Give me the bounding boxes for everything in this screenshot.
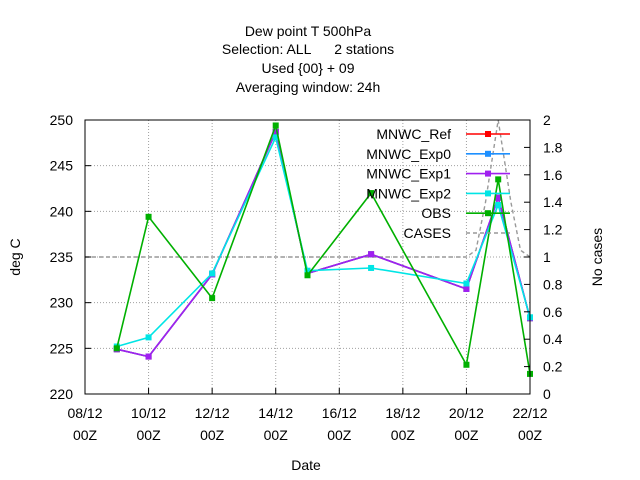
x-tick-label-date: 16/12 <box>322 405 357 421</box>
series-point <box>304 272 311 279</box>
y-tick-label: 225 <box>50 340 74 356</box>
y-tick-label: 230 <box>50 295 74 311</box>
y-axis-label: deg C <box>7 238 23 275</box>
y-tick-label: 245 <box>50 158 74 174</box>
y-tick-label: 240 <box>50 203 74 219</box>
legend-label: MNWC_Ref <box>376 126 451 142</box>
x-tick-label-time: 00Z <box>264 427 289 443</box>
y2-tick-label: 0.8 <box>543 276 563 292</box>
legend-swatch-marker <box>485 210 491 217</box>
series-point <box>368 264 375 271</box>
x-tick-label-date: 20/12 <box>449 405 484 421</box>
legend-swatch-marker <box>485 131 491 137</box>
series-point <box>495 176 502 183</box>
series-point <box>145 353 152 360</box>
series-point <box>145 334 152 341</box>
x-tick-label-date: 18/12 <box>385 405 420 421</box>
x-tick-label-time: 00Z <box>454 427 479 443</box>
x-axis-ticks: 08/12 00Z 10/12 00Z 12/12 00Z 14/12 00Z 16/12 00Z… <box>67 388 548 443</box>
x-tick-label-time: 00Z <box>137 427 162 443</box>
y2-tick-label: 2 <box>543 112 551 128</box>
series-point <box>368 251 375 258</box>
series-lines <box>113 122 533 377</box>
legend-label: MNWC_Exp1 <box>366 166 451 182</box>
y2-tick-label: 1.4 <box>543 194 563 210</box>
y2-tick-label: 1.6 <box>543 167 563 183</box>
series-point <box>463 280 470 287</box>
series-point <box>495 201 502 208</box>
series-point <box>113 345 120 352</box>
y2-axis-ticks: 0 0.2 0.4 0.6 0.8 1 1.2 1.4 1.6 1.8 2 <box>524 112 563 402</box>
chart-title: Dew point T 500hPa Selection: ALL 2 stat… <box>222 23 394 95</box>
x-tick-label-time: 00Z <box>327 427 352 443</box>
legend-label: OBS <box>421 205 451 221</box>
x-tick-label-time: 00Z <box>73 427 98 443</box>
series-point <box>463 285 470 292</box>
cases-series <box>85 119 531 258</box>
legend-label: MNWC_Exp0 <box>366 146 451 162</box>
legend-swatch-marker <box>485 170 491 177</box>
legend: MNWC_Ref MNWC_Exp0 MNWC_Exp1 MNWC_Exp2 OBS CA… <box>366 126 510 241</box>
y2-axis-label: No cases <box>589 228 605 286</box>
title-line-1: Dew point T 500hPa <box>245 23 372 39</box>
title-line-4: Averaging window: 24h <box>236 79 381 95</box>
title-line-3: Used {00} + 09 <box>261 60 354 76</box>
legend-swatch-marker <box>485 150 491 157</box>
y-axis-ticks: 220 225 230 235 240 245 250 <box>50 112 91 402</box>
y2-tick-label: 0 <box>543 386 551 402</box>
grid <box>85 120 530 394</box>
y-tick-label: 220 <box>50 386 74 402</box>
series-point <box>272 128 279 135</box>
cases-line <box>85 119 531 258</box>
title-line-2: Selection: ALL 2 stations <box>222 41 394 57</box>
series-point <box>209 295 216 302</box>
series-point <box>463 361 470 368</box>
x-tick-label-date: 08/12 <box>67 405 102 421</box>
series-point <box>272 122 279 129</box>
y2-tick-label: 0.4 <box>543 331 563 347</box>
y2-tick-label: 1.2 <box>543 222 563 238</box>
y-tick-label: 250 <box>50 112 74 128</box>
x-axis-label: Date <box>291 457 321 473</box>
y2-tick-label: 1.8 <box>543 139 563 155</box>
x-tick-label-date: 22/12 <box>512 405 547 421</box>
series-point <box>145 213 152 220</box>
series-line <box>116 122 531 375</box>
y-tick-label: 235 <box>50 249 74 265</box>
x-tick-label-time: 00Z <box>200 427 225 443</box>
series-point <box>304 267 311 274</box>
legend-label: MNWC_Exp2 <box>366 185 451 201</box>
series-line <box>116 134 531 348</box>
series-point <box>209 270 216 277</box>
legend-label: CASES <box>404 225 451 241</box>
series-point <box>272 134 279 141</box>
x-tick-label-date: 10/12 <box>131 405 166 421</box>
x-tick-label-time: 00Z <box>518 427 543 443</box>
y2-tick-label: 0.2 <box>543 359 563 375</box>
y2-tick-label: 1 <box>543 249 551 265</box>
series-point <box>368 190 375 197</box>
x-tick-label-date: 14/12 <box>258 405 293 421</box>
x-tick-label-time: 00Z <box>391 427 416 443</box>
y2-tick-label: 0.6 <box>543 304 563 320</box>
series-point <box>495 194 502 201</box>
x-tick-label-date: 12/12 <box>195 405 230 421</box>
legend-swatch-marker <box>485 190 491 197</box>
